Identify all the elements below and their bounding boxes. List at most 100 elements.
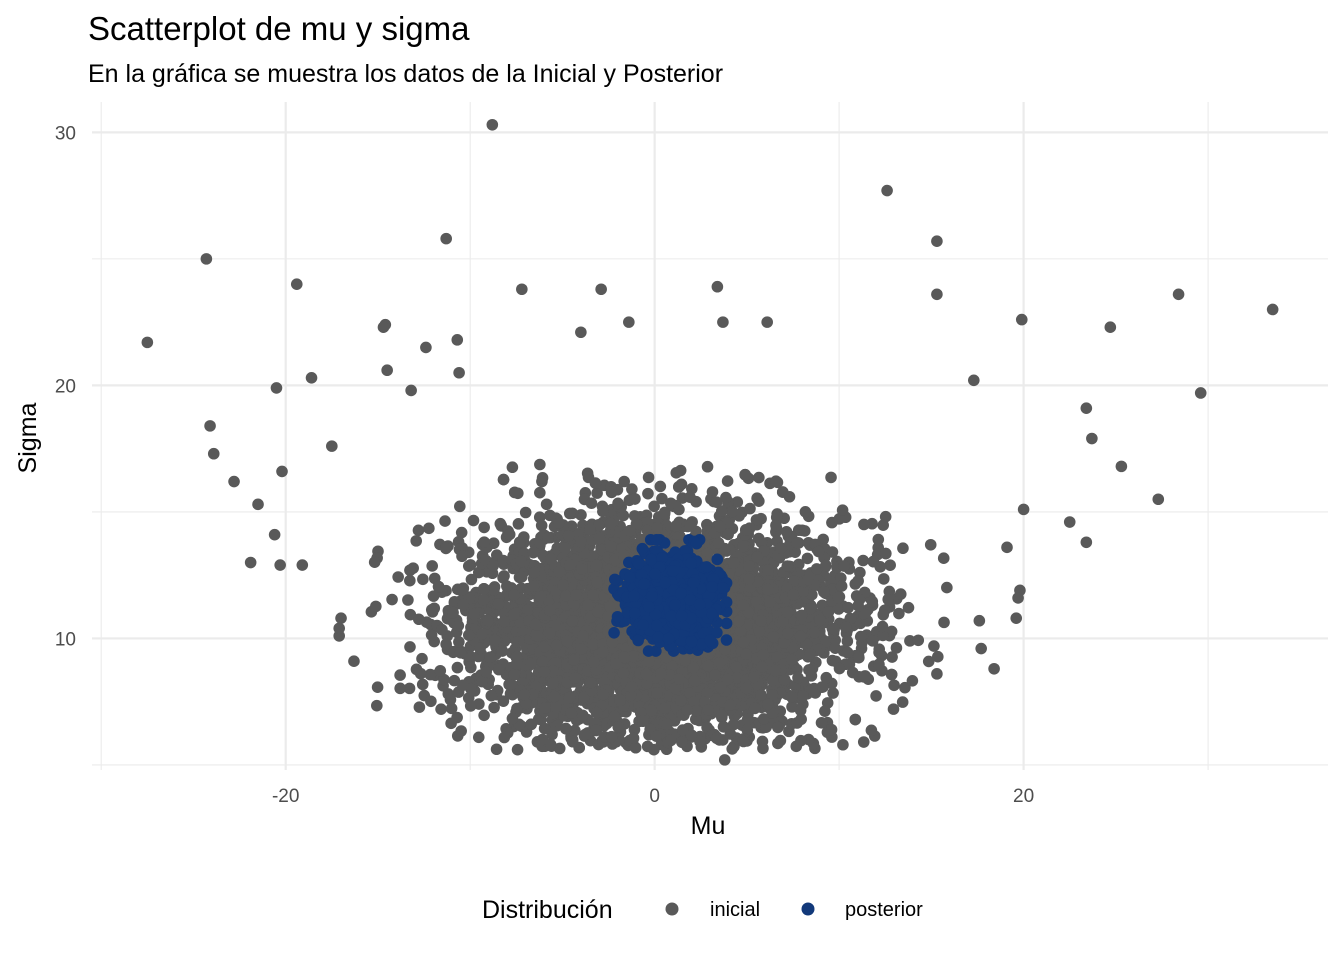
point-inicial: [770, 519, 782, 532]
point-inicial: [559, 542, 571, 555]
point-inicial: [719, 643, 731, 656]
point-inicial: [404, 574, 416, 587]
point-inicial: [665, 497, 677, 510]
point-inicial: [516, 571, 528, 583]
point-inicial: [425, 604, 438, 616]
point-inicial: [377, 321, 390, 333]
point-inicial: [348, 655, 360, 667]
point-inicial: [544, 604, 556, 617]
point-inicial: [560, 722, 572, 735]
point-inicial: [538, 665, 551, 678]
point-inicial: [1080, 536, 1093, 549]
point-inicial: [436, 623, 448, 636]
point-inicial: [801, 552, 814, 565]
point-inicial: [650, 730, 663, 742]
point-inicial: [800, 638, 813, 651]
point-inicial: [641, 677, 653, 690]
point-inicial: [832, 603, 845, 615]
point-inicial: [606, 636, 618, 649]
point-inicial: [803, 664, 815, 676]
point-inicial: [870, 690, 882, 702]
point-inicial: [513, 536, 526, 548]
point-inicial: [591, 487, 603, 499]
point-inicial: [722, 528, 734, 541]
point-inicial: [873, 658, 885, 671]
point-inicial: [420, 341, 432, 354]
point-inicial: [402, 594, 414, 606]
point-inicial: [1172, 288, 1185, 301]
point-inicial: [740, 648, 753, 660]
point-inicial: [885, 668, 898, 681]
point-inicial: [468, 607, 480, 620]
point-inicial: [425, 695, 437, 708]
point-inicial: [564, 559, 576, 571]
point-inicial: [803, 603, 816, 615]
point-inicial: [333, 622, 346, 635]
point-inicial: [884, 559, 896, 571]
point-inicial: [525, 718, 537, 731]
point-inicial: [792, 671, 804, 684]
point-inicial: [584, 523, 596, 536]
point-inicial: [439, 515, 451, 527]
point-inicial: [624, 524, 636, 537]
point-inicial: [701, 687, 713, 700]
point-inicial: [462, 629, 475, 641]
point-inicial: [679, 654, 691, 667]
point-inicial: [562, 530, 575, 542]
point-inicial: [777, 615, 789, 628]
point-inicial: [756, 661, 768, 673]
point-inicial: [829, 642, 842, 654]
point-inicial: [988, 662, 1000, 675]
point-inicial: [724, 699, 737, 711]
point-inicial: [675, 694, 687, 707]
chart-subtitle: En la gráfica se muestra los datos de la…: [88, 60, 723, 88]
point-inicial: [410, 535, 423, 547]
point-inicial: [498, 615, 511, 628]
point-inicial: [503, 528, 516, 541]
point-inicial: [1115, 460, 1128, 473]
point-inicial: [497, 473, 510, 486]
point-inicial: [476, 675, 488, 688]
point-inicial: [804, 648, 816, 660]
point-inicial: [737, 540, 749, 553]
plot-grid: [92, 102, 1328, 770]
point-inicial: [590, 706, 603, 719]
point-posterior: [642, 645, 655, 657]
point-inicial: [701, 460, 714, 473]
point-inicial: [575, 326, 587, 339]
point-inicial: [440, 638, 452, 651]
point-inicial: [625, 681, 638, 693]
point-inicial: [618, 475, 630, 488]
point-inicial: [727, 718, 740, 731]
point-inicial: [612, 497, 624, 510]
point-inicial: [833, 662, 846, 675]
point-inicial: [490, 743, 503, 756]
point-inicial: [795, 734, 807, 747]
point-inicial: [416, 678, 429, 691]
point-inicial: [706, 486, 719, 498]
point-inicial: [733, 615, 745, 628]
point-inicial: [597, 505, 609, 518]
point-inicial: [835, 580, 848, 592]
point-inicial: [651, 687, 663, 699]
point-inicial: [593, 532, 606, 545]
point-inicial: [521, 604, 534, 616]
point-inicial: [550, 639, 563, 652]
point-inicial: [467, 514, 480, 527]
series-posterior: [608, 533, 733, 657]
point-inicial: [566, 615, 579, 627]
point-inicial: [674, 464, 687, 477]
point-inicial: [648, 500, 660, 513]
point-inicial: [605, 486, 618, 499]
point-inicial: [794, 630, 807, 643]
point-inicial: [478, 536, 491, 548]
point-inicial: [672, 481, 685, 493]
point-inicial: [569, 672, 582, 684]
point-inicial: [726, 505, 738, 518]
point-inicial: [751, 551, 764, 563]
point-inicial: [412, 524, 425, 537]
point-inicial: [585, 497, 598, 510]
point-inicial: [326, 440, 338, 452]
point-inicial: [482, 614, 494, 627]
point-inicial: [775, 542, 787, 554]
